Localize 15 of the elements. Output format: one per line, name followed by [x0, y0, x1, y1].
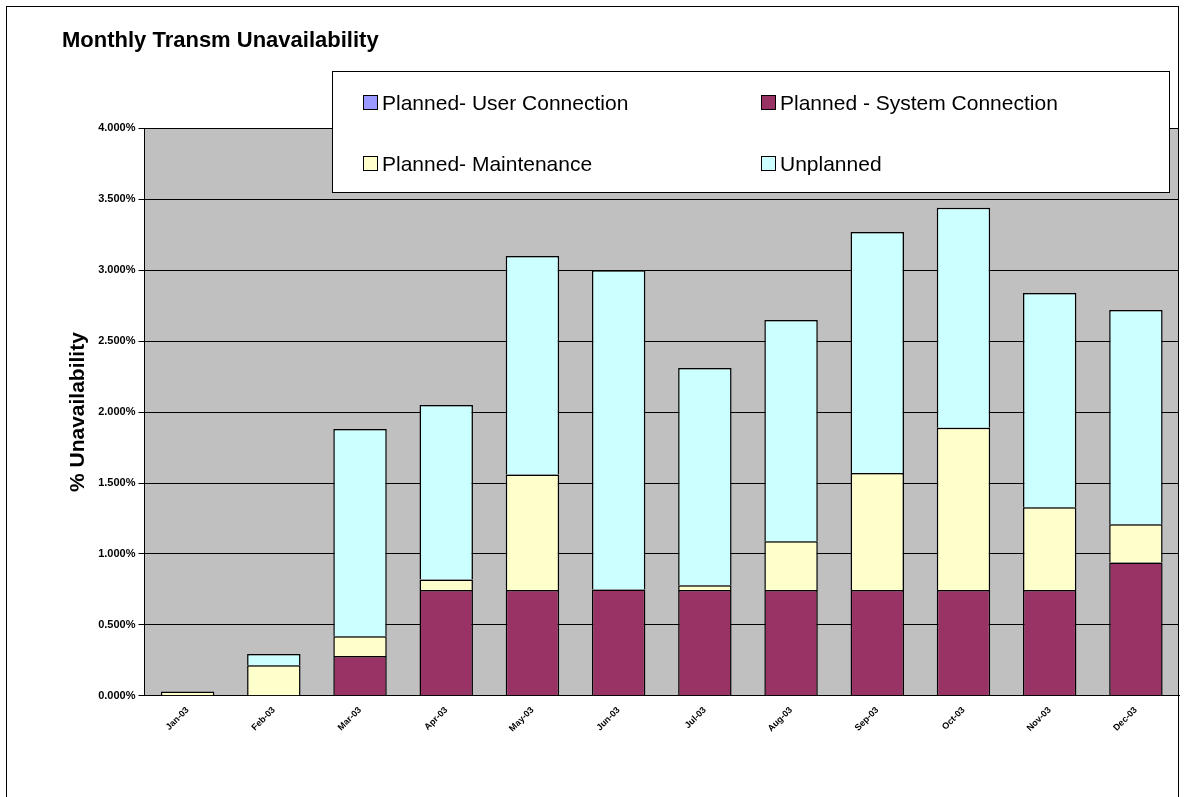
legend-label: Planned- User Connection — [382, 90, 629, 115]
y-tick-label: 0.500% — [98, 617, 136, 630]
y-tick-label: 1.000% — [98, 546, 136, 559]
legend-label: Unplanned — [780, 151, 882, 176]
y-tick-label: 2.000% — [98, 405, 136, 418]
y-tick-label: 1.500% — [98, 476, 136, 489]
legend-label: Planned - System Connection — [780, 90, 1058, 115]
y-tick-label: 3.000% — [98, 263, 136, 276]
y-tick-label: 2.500% — [98, 334, 136, 347]
y-tick-label: 3.500% — [98, 192, 136, 205]
legend-label: Planned- Maintenance — [382, 151, 593, 176]
chart-title: Monthly Transm Unavailability — [62, 27, 380, 53]
y-axis-title: % Unavailability — [65, 331, 89, 493]
y-tick-label: 0.000% — [98, 688, 136, 701]
y-tick-label: 4.000% — [98, 121, 136, 134]
